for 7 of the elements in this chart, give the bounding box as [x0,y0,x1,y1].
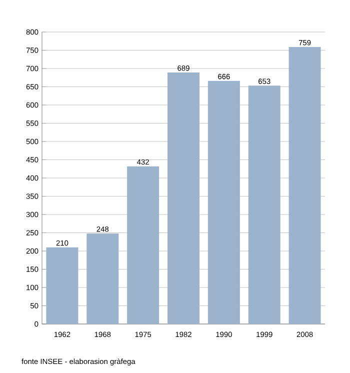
bar [86,233,119,324]
bar [168,72,200,324]
bar [248,86,280,324]
bar [127,166,160,324]
bar [46,247,78,324]
bar [208,80,240,324]
bar [288,46,321,324]
